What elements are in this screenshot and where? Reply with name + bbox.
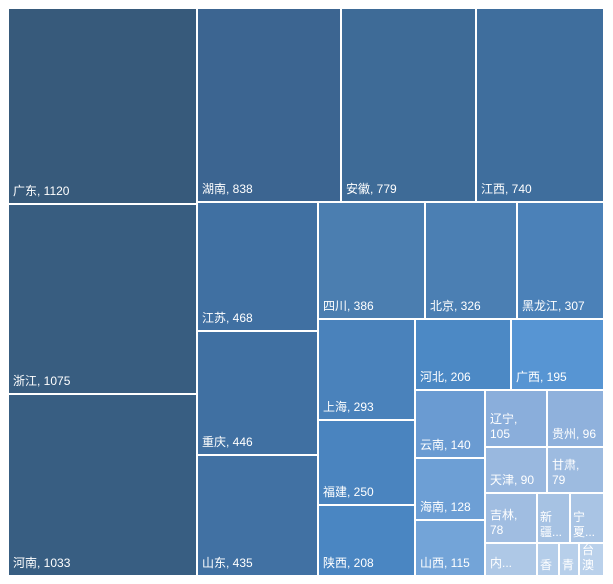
treemap-tile: 福建, 250 bbox=[318, 420, 415, 505]
treemap-tile: 湖南, 838 bbox=[197, 8, 341, 202]
treemap-tile-label: 湖南, 838 bbox=[202, 182, 253, 196]
treemap-tile-label: 天津, 90 bbox=[490, 473, 535, 487]
treemap-tile: 辽宁, 105 bbox=[485, 390, 547, 447]
treemap-tile: 山东, 435 bbox=[197, 455, 318, 576]
treemap-tile: 陕西, 208 bbox=[318, 505, 415, 576]
treemap-tile: 香 bbox=[537, 543, 559, 576]
treemap-tile: 云南, 140 bbox=[415, 390, 485, 458]
treemap-tile-label: 海南, 128 bbox=[420, 500, 471, 514]
treemap-tile: 贵州, 96 bbox=[547, 390, 604, 447]
treemap-tile-label: 甘肃, 79 bbox=[552, 458, 580, 487]
treemap-tile-label: 陕西, 208 bbox=[323, 556, 374, 570]
treemap-tile-label: 内... bbox=[490, 556, 513, 570]
treemap-tile-label: 河南, 1033 bbox=[13, 556, 71, 570]
treemap-tile-label: 浙江, 1075 bbox=[13, 374, 71, 388]
treemap-tile: 广西, 195 bbox=[511, 319, 604, 390]
treemap-tile-label: 贵州, 96 bbox=[552, 427, 597, 441]
treemap-tile-label: 新 疆... bbox=[540, 510, 563, 539]
treemap-tile-label: 广西, 195 bbox=[516, 370, 567, 384]
treemap-tile-label: 山东, 435 bbox=[202, 556, 253, 570]
treemap-tile: 浙江, 1075 bbox=[8, 204, 197, 394]
treemap-tile-label: 四川, 386 bbox=[323, 299, 374, 313]
treemap-tile: 内... bbox=[485, 543, 537, 576]
treemap-tile: 甘肃, 79 bbox=[547, 447, 604, 493]
treemap-tile-label: 安徽, 779 bbox=[346, 182, 397, 196]
treemap-tile-label: 云南, 140 bbox=[420, 438, 471, 452]
treemap-tile: 重庆, 446 bbox=[197, 331, 318, 455]
treemap-tile-label: 广东, 1120 bbox=[13, 184, 70, 198]
treemap-tile-label: 山西, 115 bbox=[420, 556, 470, 570]
treemap-tile-label: 北京, 326 bbox=[430, 299, 481, 313]
treemap-tile: 黑龙江, 307 bbox=[517, 202, 604, 319]
treemap-tile-label: 台 澳 bbox=[582, 543, 595, 572]
treemap-tile: 宁 夏... bbox=[570, 493, 604, 543]
treemap-tile-label: 香 bbox=[540, 558, 553, 572]
treemap-tile-label: 福建, 250 bbox=[323, 485, 374, 499]
treemap-tile: 台 澳 bbox=[579, 543, 604, 576]
treemap-tile-label: 重庆, 446 bbox=[202, 435, 253, 449]
treemap-tile-label: 吉林, 78 bbox=[490, 508, 518, 537]
treemap-tile-label: 辽宁, 105 bbox=[490, 412, 518, 441]
treemap-tile: 河南, 1033 bbox=[8, 394, 197, 576]
treemap-tile: 广东, 1120 bbox=[8, 8, 197, 204]
treemap-tile-label: 宁 夏... bbox=[573, 510, 596, 539]
treemap-tile: 安徽, 779 bbox=[341, 8, 476, 202]
treemap-tile-label: 河北, 206 bbox=[420, 370, 471, 384]
treemap-tile-label: 江西, 740 bbox=[481, 182, 532, 196]
treemap-tile: 青 bbox=[559, 543, 579, 576]
treemap-tile: 江西, 740 bbox=[476, 8, 604, 202]
treemap-tile: 吉林, 78 bbox=[485, 493, 537, 543]
treemap-tile-label: 黑龙江, 307 bbox=[522, 299, 585, 313]
treemap-tile: 江苏, 468 bbox=[197, 202, 318, 331]
treemap-tile: 山西, 115 bbox=[415, 520, 485, 576]
treemap-tile-label: 江苏, 468 bbox=[202, 311, 253, 325]
treemap-tile: 四川, 386 bbox=[318, 202, 425, 319]
treemap-tile: 海南, 128 bbox=[415, 458, 485, 520]
treemap-tile: 河北, 206 bbox=[415, 319, 511, 390]
treemap-tile-label: 青 bbox=[562, 558, 575, 572]
treemap-tile-label: 上海, 293 bbox=[323, 400, 374, 414]
treemap-tile: 天津, 90 bbox=[485, 447, 547, 493]
treemap-tile: 北京, 326 bbox=[425, 202, 517, 319]
treemap-tile: 上海, 293 bbox=[318, 319, 415, 420]
treemap-tile: 新 疆... bbox=[537, 493, 570, 543]
